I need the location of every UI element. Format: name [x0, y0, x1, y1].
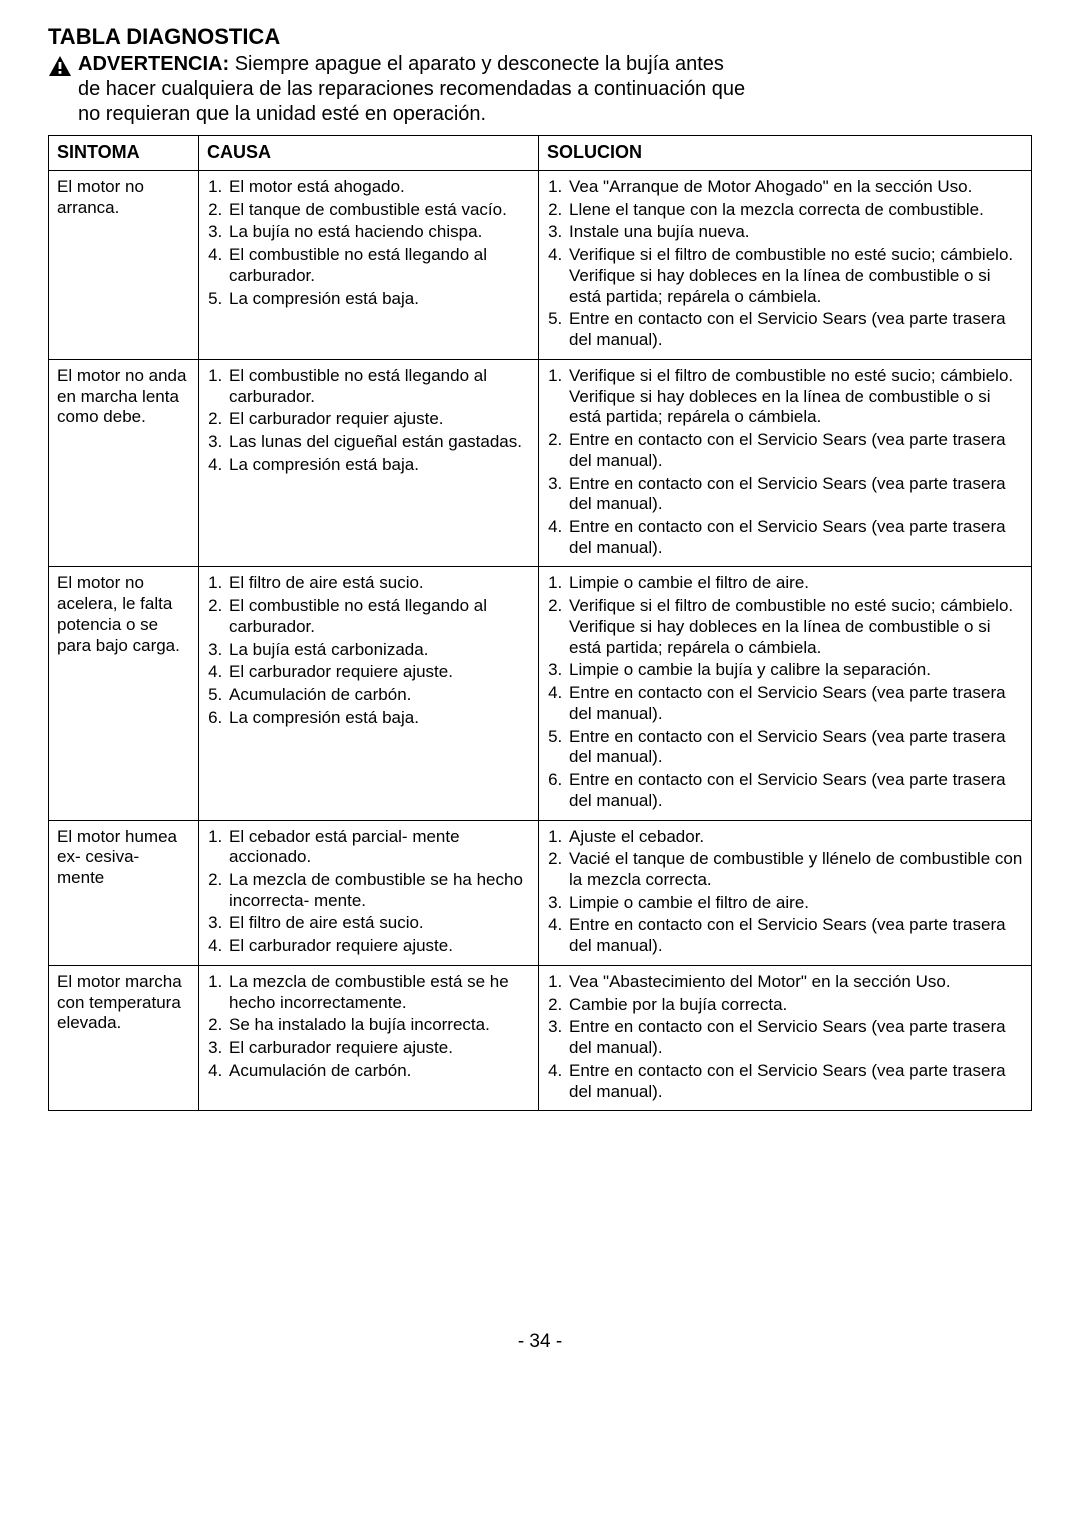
causa-item: El combustible no está llegando al carbu…: [227, 596, 530, 637]
causa-item: La mezcla de combustible se ha hecho inc…: [227, 870, 530, 911]
sol-item: Verifique si el filtro de combustible no…: [567, 596, 1023, 658]
causa-item: El combustible no está llegando al carbu…: [227, 366, 530, 407]
header-causa: CAUSA: [199, 136, 539, 171]
table-row: El motor marcha con temperatura elevada.…: [49, 965, 1032, 1110]
causa-item: La bujía está carbonizada.: [227, 640, 530, 661]
table-row: El motor humea ex- cesiva- mente El ceba…: [49, 820, 1032, 965]
table-row: El motor no anda en marcha lenta como de…: [49, 359, 1032, 567]
warning-text-1: Siempre apague el aparato y desconecte l…: [235, 53, 724, 75]
sol-item: Vea "Arranque de Motor Ahogado" en la se…: [567, 177, 1023, 198]
causa-item: Se ha instalado la bujía incorrecta.: [227, 1015, 530, 1036]
sol-item: Vea "Abastecimiento del Motor" en la sec…: [567, 972, 1023, 993]
causa-item: La mezcla de combustible está se he hech…: [227, 972, 530, 1013]
causa-item: El carburador requiere ajuste.: [227, 936, 530, 957]
causa-item: El filtro de aire está sucio.: [227, 913, 530, 934]
sintoma-cell: El motor no arranca.: [49, 170, 199, 359]
causa-item: El tanque de combustible está vacío.: [227, 200, 530, 221]
causa-item: El combustible no está llegando al carbu…: [227, 245, 530, 286]
solucion-cell: Vea "Abastecimiento del Motor" en la sec…: [539, 965, 1032, 1110]
sol-item: Verifique si el filtro de combustible no…: [567, 366, 1023, 428]
causa-item: Acumulación de carbón.: [227, 685, 530, 706]
sol-item: Cambie por la bujía correcta.: [567, 995, 1023, 1016]
header-solucion: SOLUCION: [539, 136, 1032, 171]
sol-item: Entre en contacto con el Servicio Sears …: [567, 1061, 1023, 1102]
causa-item: La compresión está baja.: [227, 708, 530, 729]
causa-cell: El filtro de aire está sucio. El combust…: [199, 567, 539, 820]
sol-item: Verifique si el filtro de combustible no…: [567, 245, 1023, 307]
sol-item: Entre en contacto con el Servicio Sears …: [567, 309, 1023, 350]
causa-item: El filtro de aire está sucio.: [227, 573, 530, 594]
header-sintoma: SINTOMA: [49, 136, 199, 171]
causa-item: La compresión está baja.: [227, 289, 530, 310]
sol-item: Limpie o cambie el filtro de aire.: [567, 573, 1023, 594]
sol-item: Vacié el tanque de combustible y llénelo…: [567, 849, 1023, 890]
solucion-cell: Verifique si el filtro de combustible no…: [539, 359, 1032, 567]
sol-item: Llene el tanque con la mezcla correcta d…: [567, 200, 1023, 221]
causa-cell: El combustible no está llegando al carbu…: [199, 359, 539, 567]
sol-item: Entre en contacto con el Servicio Sears …: [567, 474, 1023, 515]
causa-item: El carburador requiere ajuste.: [227, 662, 530, 683]
diagnostic-table: SINTOMA CAUSA SOLUCION El motor no arran…: [48, 135, 1032, 1111]
warning-text-2: de hacer cualquiera de las reparaciones …: [78, 77, 1032, 102]
sol-item: Limpie o cambie la bujía y calibre la se…: [567, 660, 1023, 681]
warning-line-1: ADVERTENCIA: Siempre apague el aparato y…: [48, 52, 1032, 77]
sol-item: Limpie o cambie el filtro de aire.: [567, 893, 1023, 914]
causa-item: Acumulación de carbón.: [227, 1061, 530, 1082]
sol-item: Instale una bujía nueva.: [567, 222, 1023, 243]
sintoma-cell: El motor no anda en marcha lenta como de…: [49, 359, 199, 567]
sintoma-cell: El motor marcha con temperatura elevada.: [49, 965, 199, 1110]
warning-text-top: ADVERTENCIA: Siempre apague el aparato y…: [78, 52, 724, 77]
page-number: - 34 -: [48, 1331, 1032, 1353]
sintoma-cell: El motor no acelera, le falta potencia o…: [49, 567, 199, 820]
causa-cell: El motor está ahogado. El tanque de comb…: [199, 170, 539, 359]
solucion-cell: Vea "Arranque de Motor Ahogado" en la se…: [539, 170, 1032, 359]
causa-item: La bujía no está haciendo chispa.: [227, 222, 530, 243]
causa-item: El cebador está parcial- mente accionado…: [227, 827, 530, 868]
warning-icon: [48, 55, 72, 77]
page: TABLA DIAGNOSTICA ADVERTENCIA: Siempre a…: [0, 0, 1080, 1393]
sol-item: Entre en contacto con el Servicio Sears …: [567, 683, 1023, 724]
sol-item: Entre en contacto con el Servicio Sears …: [567, 517, 1023, 558]
table-title: TABLA DIAGNOSTICA: [48, 24, 1032, 50]
warning-label: ADVERTENCIA:: [78, 53, 229, 75]
solucion-cell: Ajuste el cebador. Vacié el tanque de co…: [539, 820, 1032, 965]
causa-item: El carburador requier ajuste.: [227, 409, 530, 430]
sintoma-cell: El motor humea ex- cesiva- mente: [49, 820, 199, 965]
sol-item: Ajuste el cebador.: [567, 827, 1023, 848]
causa-cell: El cebador está parcial- mente accionado…: [199, 820, 539, 965]
causa-item: La compresión está baja.: [227, 455, 530, 476]
sol-item: Entre en contacto con el Servicio Sears …: [567, 915, 1023, 956]
sol-item: Entre en contacto con el Servicio Sears …: [567, 1017, 1023, 1058]
causa-cell: La mezcla de combustible está se he hech…: [199, 965, 539, 1110]
causa-item: El motor está ahogado.: [227, 177, 530, 198]
sol-item: Entre en contacto con el Servicio Sears …: [567, 727, 1023, 768]
solucion-cell: Limpie o cambie el filtro de aire. Verif…: [539, 567, 1032, 820]
table-row: El motor no arranca. El motor está ahoga…: [49, 170, 1032, 359]
warning-text-3: no requieran que la unidad esté en opera…: [78, 102, 1032, 127]
table-header-row: SINTOMA CAUSA SOLUCION: [49, 136, 1032, 171]
sol-item: Entre en contacto con el Servicio Sears …: [567, 770, 1023, 811]
causa-item: El carburador requiere ajuste.: [227, 1038, 530, 1059]
causa-item: Las lunas del cigueñal están gastadas.: [227, 432, 530, 453]
sol-item: Entre en contacto con el Servicio Sears …: [567, 430, 1023, 471]
table-row: El motor no acelera, le falta potencia o…: [49, 567, 1032, 820]
